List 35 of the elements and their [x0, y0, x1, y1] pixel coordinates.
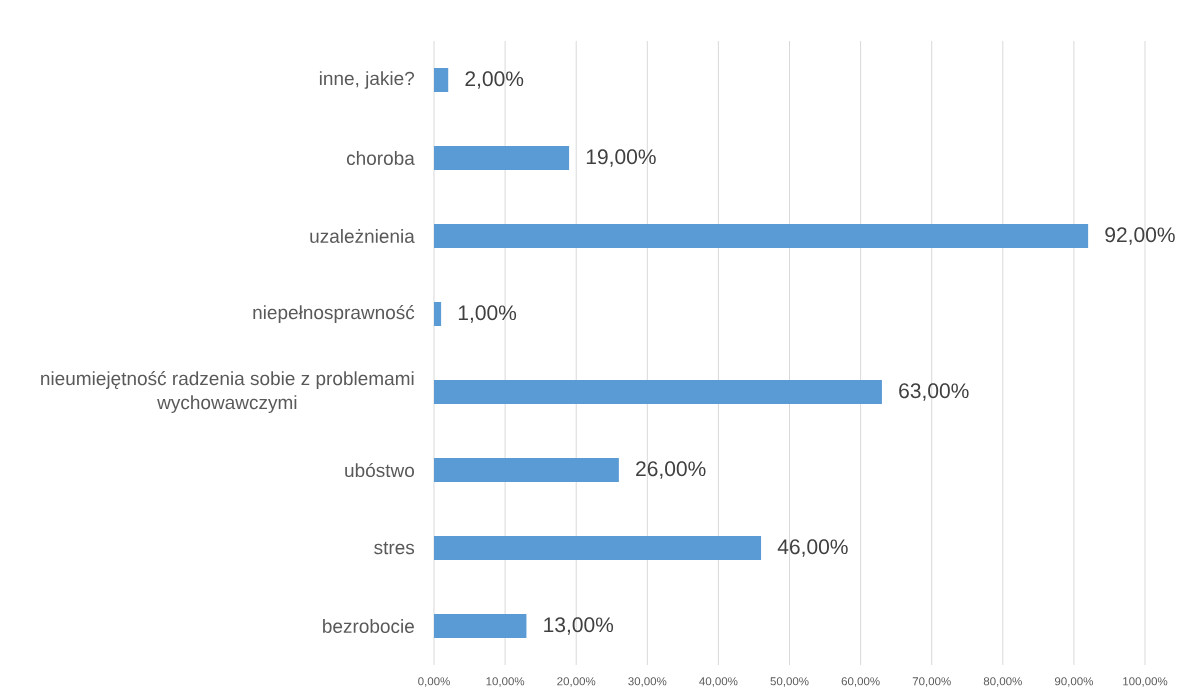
data-label: 92,00%: [1105, 227, 1175, 245]
bar: [434, 458, 619, 483]
data-label: 46,00%: [777, 539, 848, 557]
x-tick-label: 60,00%: [841, 677, 880, 687]
data-label: 19,00%: [586, 149, 656, 167]
y-tick-label: bezrobocie: [323, 619, 414, 633]
y-tick-label: uzależnienia: [310, 229, 415, 243]
x-tick-label: 100,00%: [1123, 677, 1168, 687]
data-label: 13,00%: [544, 617, 614, 635]
y-tick-label: nieumiejętność radzenia sobie z problemami wychowawczymi: [41, 371, 414, 413]
y-tick-label: stres: [374, 541, 415, 555]
bar: [434, 302, 442, 327]
bar: [434, 536, 762, 561]
x-tick-label: 50,00%: [770, 677, 809, 687]
x-tick-label: 10,00%: [486, 677, 525, 687]
data-label: 26,00%: [636, 461, 706, 479]
y-tick-label: ubóstwo: [345, 462, 414, 478]
x-tick-label: 40,00%: [699, 677, 738, 687]
x-tick-label: 30,00%: [628, 677, 667, 687]
data-label: 1,00%: [458, 305, 517, 323]
x-tick-label: 80,00%: [983, 677, 1022, 687]
data-label: 2,00%: [465, 71, 524, 89]
y-tick-label: niepełnosprawność: [253, 305, 415, 323]
x-tick-label: 70,00%: [912, 677, 951, 687]
bar: [434, 380, 882, 405]
x-tick-label: 20,00%: [557, 677, 596, 687]
x-tick-label: 90,00%: [1054, 677, 1093, 687]
x-tick-label: 0,00%: [418, 677, 450, 687]
bar: [434, 146, 570, 171]
y-tick-label: choroba: [346, 151, 415, 165]
bar: [434, 224, 1089, 249]
bar: [434, 68, 449, 93]
y-tick-label: inne, jakie?: [319, 71, 415, 89]
data-label: 63,00%: [899, 383, 969, 401]
bar: [434, 614, 527, 639]
